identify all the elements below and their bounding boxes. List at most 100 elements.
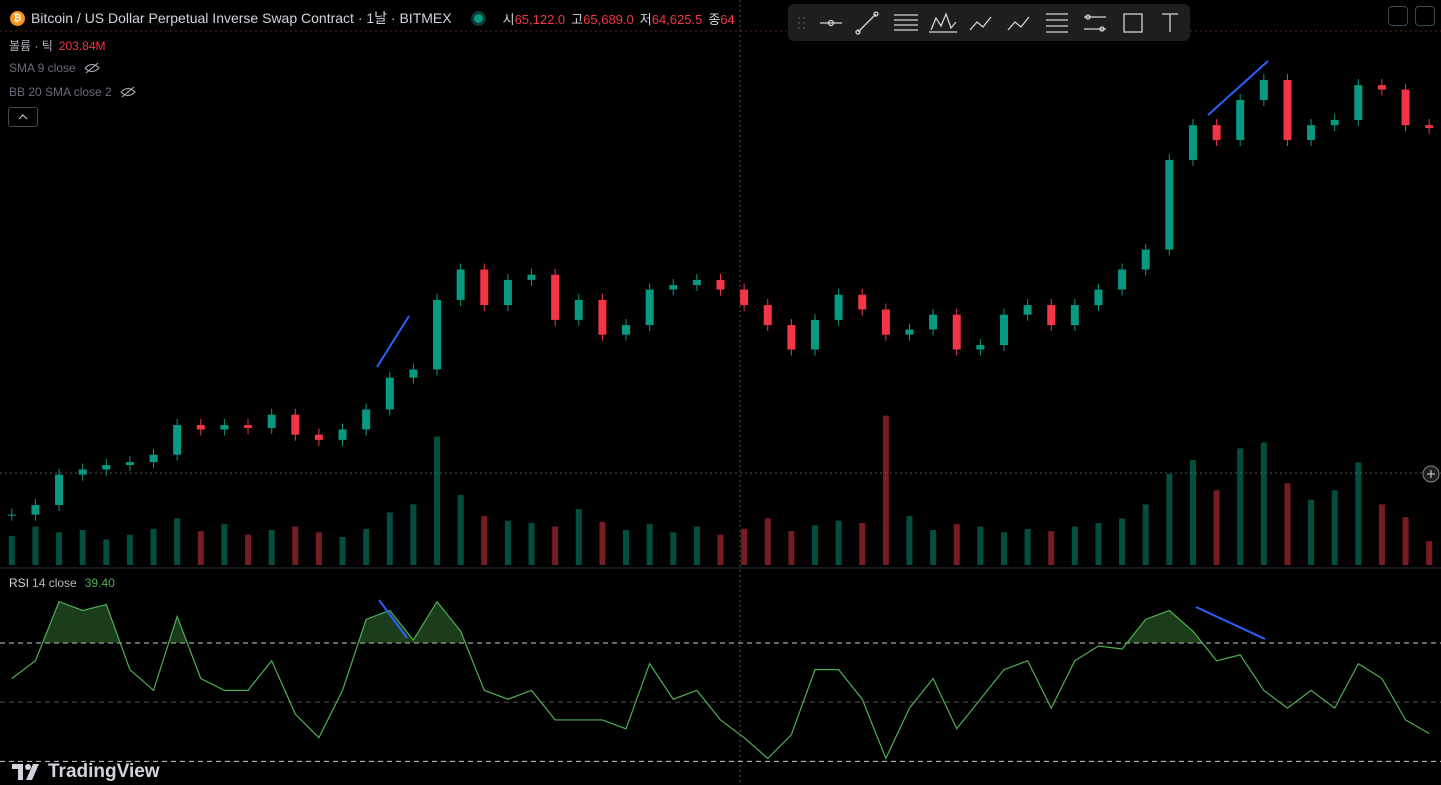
volume-bar: [1142, 504, 1149, 565]
sma-label: SMA 9 close: [9, 61, 76, 75]
ohlc-item: 종64: [708, 9, 734, 28]
volume-bar: [292, 526, 299, 565]
tool[interactable]: [1046, 12, 1068, 33]
volume-bar: [1331, 490, 1338, 565]
symbol-title[interactable]: Bitcoin / US Dollar Perpetual Inverse Sw…: [31, 10, 452, 26]
series-layer: [0, 73, 1441, 762]
candle-body: [244, 425, 253, 429]
candle-body: [1070, 305, 1079, 326]
candle-body: [1188, 125, 1197, 160]
candle-body: [338, 429, 347, 440]
volume-bar: [126, 534, 133, 565]
candle-body: [1259, 79, 1268, 100]
tool[interactable]: [929, 11, 957, 33]
brand-name: TradingView: [48, 761, 160, 782]
candle-body: [1094, 289, 1103, 306]
market-status: [473, 13, 483, 23]
volume-bar: [835, 520, 842, 565]
candle-body: [787, 325, 796, 350]
volume-bar: [1284, 483, 1291, 565]
candle-body: [480, 269, 489, 306]
candle-body: [763, 305, 772, 326]
tool[interactable]: [969, 16, 992, 30]
candle-body: [1118, 269, 1127, 290]
candle-body: [78, 469, 87, 475]
ohlc-value: 64,625.5: [651, 11, 703, 27]
volume-bar: [197, 531, 204, 565]
tool[interactable]: [1162, 12, 1178, 32]
volume-bar: [339, 537, 346, 565]
volume-bar: [32, 526, 39, 565]
tool[interactable]: [855, 10, 879, 35]
volume-bar: [646, 524, 653, 565]
volume-bar: [79, 530, 86, 565]
tool[interactable]: [820, 19, 842, 26]
candle-body: [952, 314, 961, 350]
tool[interactable]: [1084, 13, 1106, 32]
rsi-value: 39.40: [84, 576, 115, 590]
ohlc-label: 고: [571, 11, 584, 27]
candle-body: [1377, 85, 1386, 90]
tool[interactable]: [1007, 16, 1030, 30]
volume-bar: [1166, 474, 1173, 565]
trend-drawing: [378, 599, 408, 639]
volume-bar: [315, 532, 322, 565]
volume-bar: [528, 523, 535, 565]
volume-bar: [410, 504, 417, 565]
candle-body: [31, 505, 40, 515]
volume-bar: [434, 436, 441, 565]
volume-bar: [1024, 528, 1031, 565]
volume-bar: [764, 518, 771, 565]
tool[interactable]: [1123, 12, 1143, 33]
volume-bar: [859, 523, 866, 565]
volume-bar: [930, 530, 937, 565]
candle-body: [220, 425, 229, 430]
scroll-button[interactable]: [1388, 6, 1408, 26]
candle-body: [456, 269, 465, 300]
candle-body: [1307, 125, 1316, 140]
candle-body: [881, 309, 890, 335]
brand: TradingView: [12, 761, 160, 783]
ohlc-label: 저: [639, 11, 652, 27]
rsi-line: [11, 600, 1430, 760]
volume-bar: [693, 526, 700, 565]
hidden-icon[interactable]: [120, 86, 136, 98]
candle-body: [173, 425, 182, 455]
volume-bar: [174, 518, 181, 565]
volume-legend: 볼륨 · 틱 203.84M: [9, 37, 106, 54]
symbol-header: ₿ Bitcoin / US Dollar Perpetual Inverse …: [10, 8, 735, 28]
ohlc-item: 저64,625.5: [640, 9, 703, 28]
hidden-icon[interactable]: [84, 62, 100, 74]
collapse-button[interactable]: [8, 107, 38, 127]
volume-bar: [103, 539, 110, 565]
ohlc-label: 시: [502, 11, 515, 27]
volume-bar: [504, 520, 511, 565]
candle-body: [1354, 85, 1363, 120]
candle-body: [598, 299, 607, 335]
candle-body: [645, 289, 654, 326]
candle-body: [527, 274, 536, 280]
tool[interactable]: [894, 13, 918, 31]
reset-button[interactable]: [1415, 6, 1435, 26]
candle-body: [267, 414, 276, 429]
candle-body: [858, 294, 867, 310]
toolbar-icons: [798, 10, 1178, 35]
add-icon: [1427, 470, 1435, 478]
volume-bar: [552, 526, 559, 565]
candle-body: [1236, 99, 1245, 140]
rsi-legend: RSI 14 close 39.40: [9, 576, 115, 590]
candle-body: [1330, 119, 1339, 126]
volume-bar: [977, 526, 984, 565]
volume-bar: [717, 534, 724, 565]
candle-body: [669, 285, 678, 290]
volume-bar: [1048, 531, 1055, 565]
volume-bar: [1189, 460, 1196, 565]
volume-bar: [221, 524, 228, 565]
candle-body: [905, 329, 914, 335]
drawing-toolbar: [788, 4, 1190, 41]
volume-bar: [1355, 462, 1362, 565]
rsi-label: RSI: [9, 576, 30, 590]
candle-body: [1165, 159, 1174, 250]
ohlc-value: 65,689.0: [583, 11, 634, 27]
